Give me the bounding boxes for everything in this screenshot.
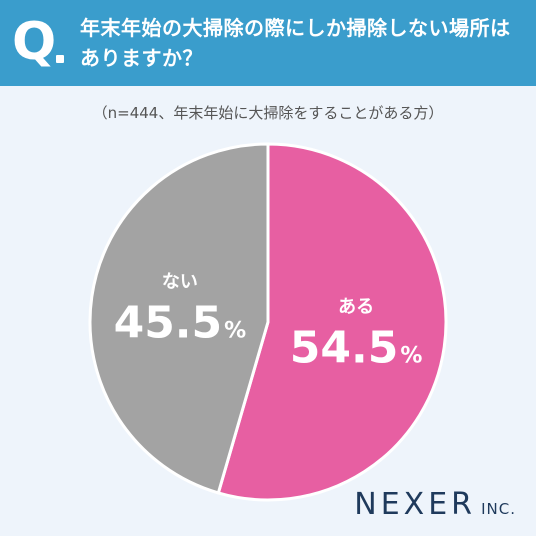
slice-value-1: 54.5% <box>290 323 423 374</box>
sample-note: （n=444、年末年始に大掃除をすることがある方） <box>92 104 444 122</box>
question-line-1: 年末年始の大掃除の際にしか掃除しない場所は <box>80 16 511 40</box>
slice-label-2: ない <box>162 271 198 292</box>
q-dot <box>56 55 64 63</box>
question-line-2: ありますか？ <box>80 46 203 70</box>
slice-value-2: 45.5% <box>114 297 247 348</box>
pie-slice-1 <box>216 142 448 502</box>
question-text: 年末年始の大掃除の際にしか掃除しない場所は ありますか？ <box>80 13 526 73</box>
question-header: Q 年末年始の大掃除の際にしか掃除しない場所は ありますか？ <box>0 0 536 86</box>
brand-name: NEXER <box>354 487 477 522</box>
q-mark: Q <box>12 12 57 72</box>
brand-logo: NEXER INC. <box>354 487 516 522</box>
pie-slice-2 <box>88 142 270 495</box>
slice-label-1: ある <box>338 297 374 318</box>
brand-suffix: INC. <box>481 500 516 518</box>
